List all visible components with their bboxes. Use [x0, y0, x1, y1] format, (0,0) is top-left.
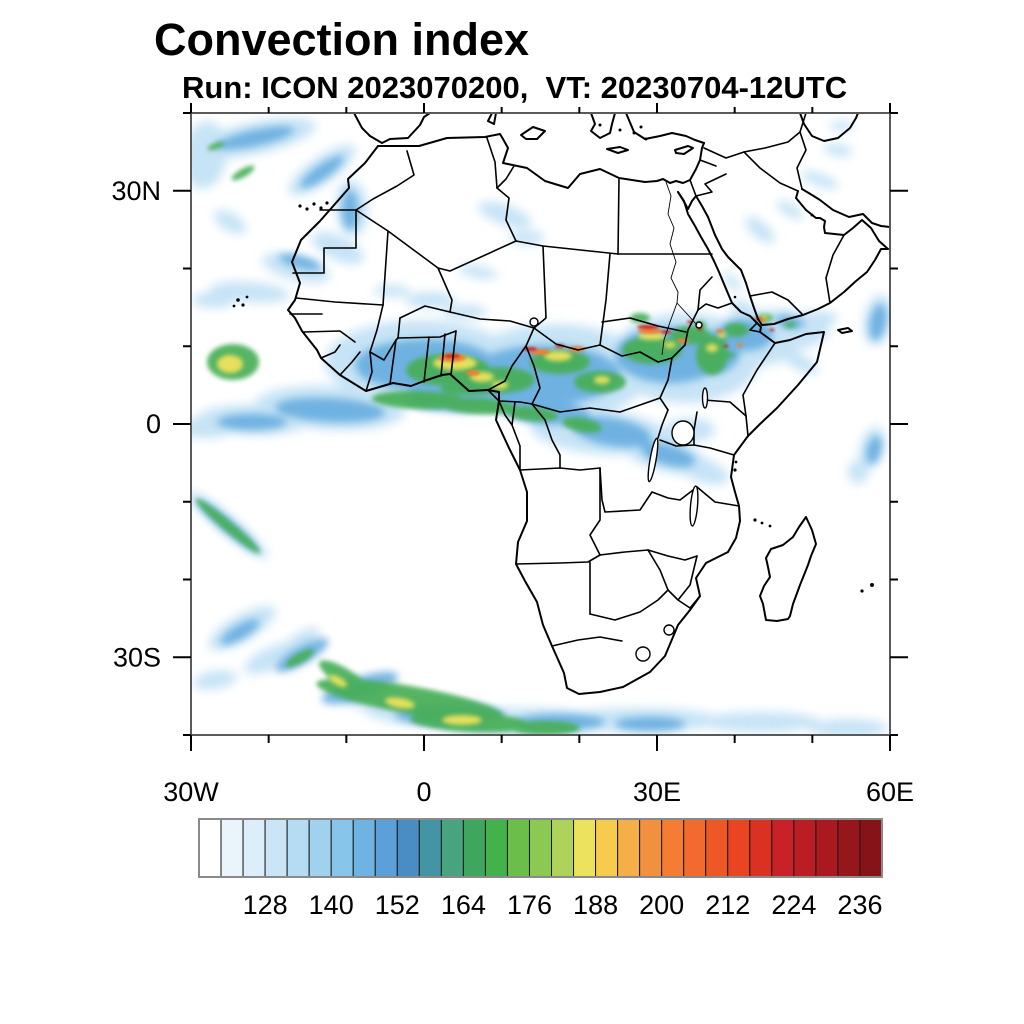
colorbar-tick-label: 164 — [441, 890, 486, 920]
colorbar-cell — [220, 818, 244, 878]
colorbar-cell — [705, 818, 729, 878]
colorbar-tick-label: 224 — [771, 890, 816, 920]
colorbar-cell — [308, 818, 332, 878]
colorbar-cell — [352, 818, 376, 878]
axis-labels: 30W 0 30E 60E 30N 0 30S — [111, 176, 914, 807]
y-tick-label: 0 — [146, 409, 161, 439]
y-tick-label: 30S — [113, 642, 161, 672]
colorbar-labels: 128 140 152 164 176 188 200 212 224 236 — [243, 890, 883, 920]
colorbar-cell — [418, 818, 442, 878]
colorbar-cell — [440, 818, 464, 878]
colorbar-tick-label: 176 — [507, 890, 552, 920]
country-borders — [289, 113, 845, 662]
colorbar-tick-label: 236 — [837, 890, 882, 920]
colorbar-tick-label: 188 — [573, 890, 618, 920]
mediterranean-coastlines — [353, 113, 705, 155]
small-islands — [232, 123, 874, 593]
colorbar-tick-label: 152 — [375, 890, 420, 920]
colorbar-cell — [815, 818, 839, 878]
colorbar-cell — [264, 818, 288, 878]
colorbar-cell — [859, 818, 883, 878]
colorbar-tick-label: 200 — [639, 890, 684, 920]
convection-field — [191, 117, 890, 735]
lakes — [529, 317, 709, 527]
run-valid-time-subtitle: Run: ICON 2023070200, VT: 20230704-12UTC — [182, 70, 848, 105]
x-tick-label: 0 — [416, 777, 431, 807]
colorbar-cell — [749, 818, 773, 878]
colorbar-cell — [396, 818, 420, 878]
colorbar-cell — [573, 818, 597, 878]
colorbar-cell — [506, 818, 530, 878]
colorbar-cell — [639, 818, 663, 878]
colorbar-cell — [528, 818, 553, 878]
page-title: Convection index — [154, 14, 530, 65]
x-tick-label: 60E — [866, 777, 914, 807]
colorbar-cell — [462, 818, 486, 878]
colorbar-tick-label: 212 — [705, 890, 750, 920]
colorbar-cell — [595, 818, 619, 878]
colorbar-cell — [484, 818, 508, 878]
convection-yellow-layer — [217, 315, 768, 725]
x-tick-label: 30E — [633, 777, 681, 807]
y-tick-label: 30N — [111, 176, 161, 206]
colorbar-cell — [793, 818, 817, 878]
colorbar-cell — [286, 818, 310, 878]
x-tick-label: 30W — [163, 777, 219, 807]
colorbar — [198, 818, 883, 878]
axis-ticks — [173, 103, 908, 751]
convection-red-layer — [444, 317, 775, 358]
colorbar-cell — [617, 818, 641, 878]
colorbar-cell — [837, 818, 861, 878]
colorbar-cell — [242, 818, 266, 878]
colorbar-cell — [683, 818, 707, 878]
colorbar-cell — [551, 818, 575, 878]
colorbar-cell — [771, 818, 795, 878]
nile-river — [661, 181, 698, 356]
madagascar-coastline — [759, 516, 817, 622]
colorbar-cell — [330, 818, 354, 878]
arabia-coastline — [695, 113, 890, 326]
colorbar-cell — [374, 818, 398, 878]
colorbar-frame — [198, 818, 883, 878]
colorbar-tick-label: 140 — [309, 890, 354, 920]
convection-green-layer — [195, 141, 796, 735]
colorbar-tick-label: 128 — [243, 890, 288, 920]
colorbar-cell — [727, 818, 751, 878]
colorbar-cell — [198, 818, 222, 878]
colorbar-cell — [661, 818, 685, 878]
